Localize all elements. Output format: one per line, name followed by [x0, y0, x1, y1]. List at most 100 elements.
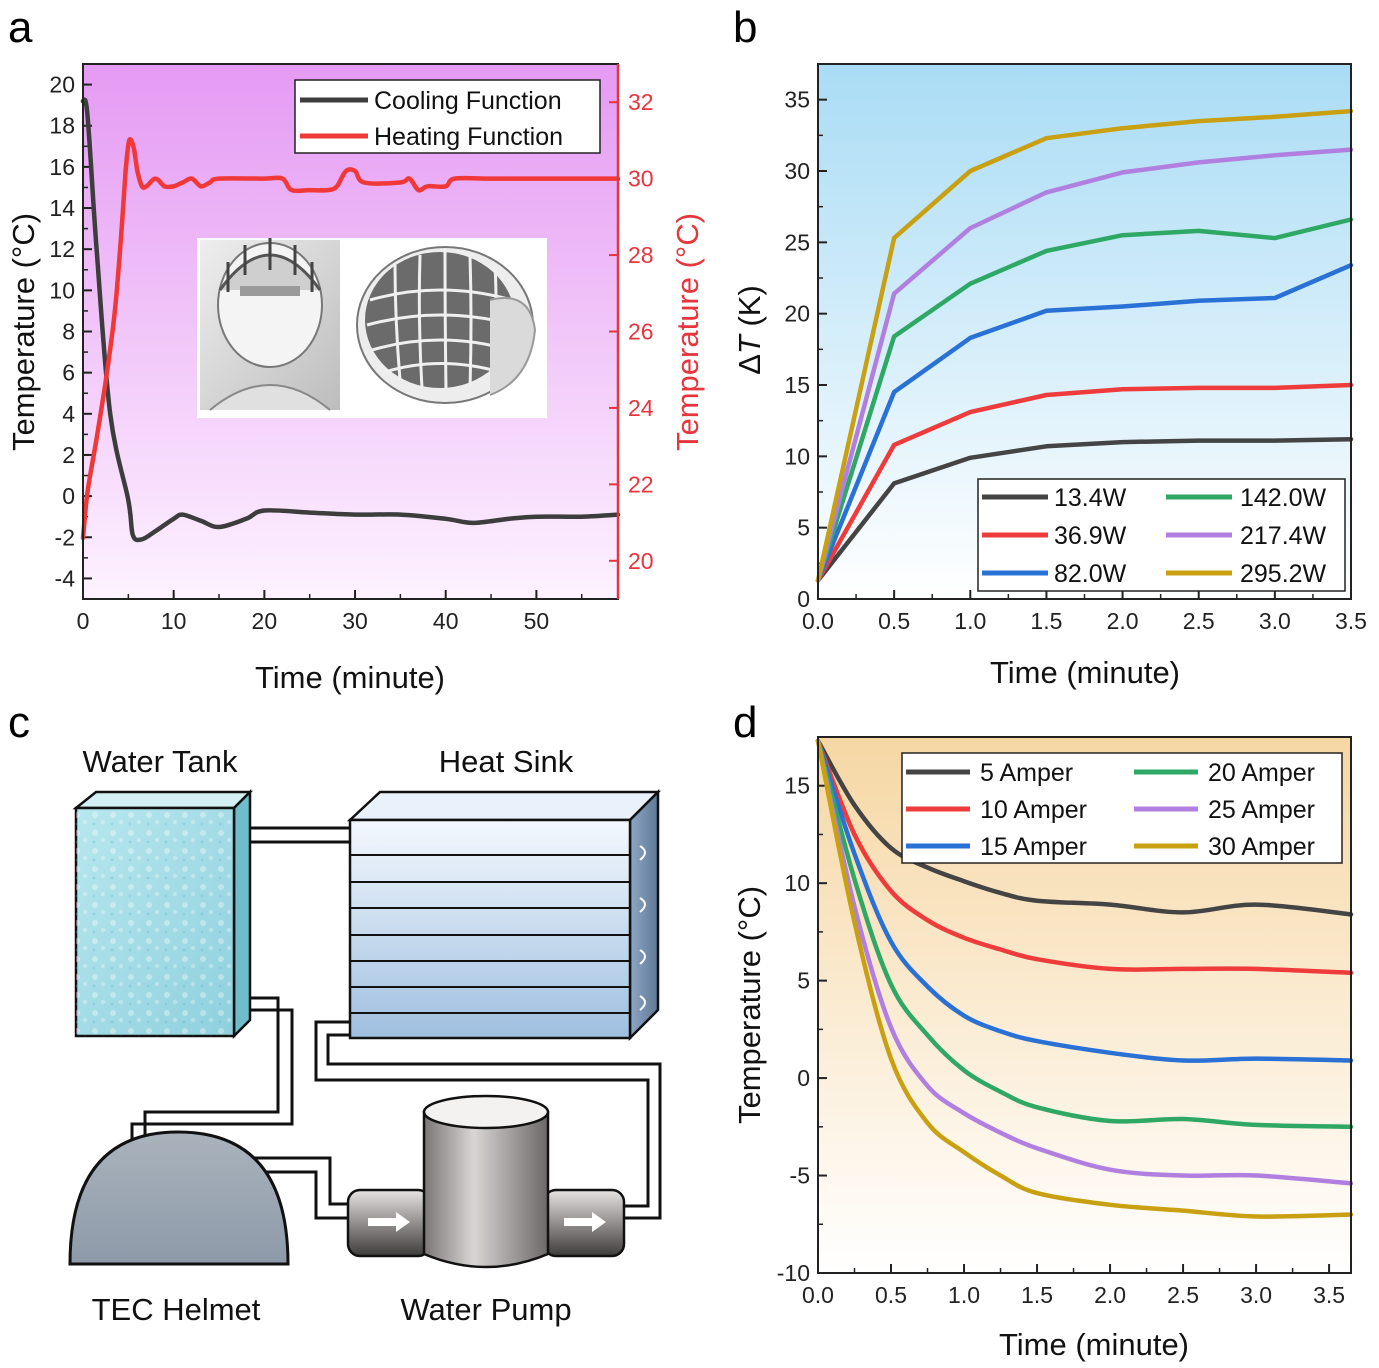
y2-tick-label-a-4: 28: [628, 242, 654, 268]
panel-letter-a: a: [8, 3, 33, 52]
panel-letter-d: d: [733, 698, 757, 747]
series-line-a-0: [80, 97, 621, 543]
x-tick-label-a-0: 0: [77, 608, 90, 634]
y-tick-label-a-5: 6: [62, 360, 75, 386]
y2-tick-label-a-0: 20: [628, 548, 654, 574]
panel-b: b 0.0 0.5 1.0 1.5 2.0 2.5 3.0 3.5 0 5 10 15 20 25 30 35…: [732, 3, 1367, 690]
legend-b-label-3: 142.0W: [1240, 484, 1327, 512]
series-line-d-2: [815, 738, 1354, 1063]
series-line-b-5: [815, 108, 1354, 583]
y-tick-label-d-1: -5: [790, 1163, 810, 1189]
x-tick-label-d-4: 2.0: [1094, 1282, 1126, 1308]
series-line-d-5: [815, 738, 1354, 1219]
x-tick-label-a-1: 10: [161, 608, 187, 634]
y-tick-label-a-1: -2: [55, 524, 75, 550]
y2-tick-label-a-3: 26: [628, 319, 654, 345]
x-tick-label-b-4: 2.0: [1107, 608, 1139, 634]
series-line-a-1: [80, 137, 621, 541]
x-tick-label-d-0: 0.0: [802, 1282, 834, 1308]
helmet-photo-inset: [197, 238, 547, 418]
x-axis-label-d: Time (minute): [999, 1327, 1189, 1362]
y-tick-label-d-3: 5: [797, 968, 810, 994]
flow-arrow-icon: [368, 1212, 606, 1232]
y-tick-label-a-4: 4: [62, 401, 75, 427]
panel-a: a 0 10 20 30 40 50-4-202468101214161820202224…: [6, 3, 705, 695]
x-axis-label-a: Time (minute): [255, 660, 445, 695]
y-tick-label-a-3: 2: [62, 442, 75, 468]
x-tick-label-d-1: 0.5: [875, 1282, 907, 1308]
y2-axis-label-a: Temperature (°C): [670, 213, 705, 451]
y-axis-label-a: Temperature (°C): [6, 213, 41, 451]
legend-b-label-0: 13.4W: [1054, 484, 1127, 512]
y-tick-label-b-0: 0: [797, 586, 810, 612]
x-tick-label-d-7: 3.5: [1313, 1282, 1345, 1308]
heat-sink-label: Heat Sink: [439, 744, 574, 779]
x-tick-label-b-7: 3.5: [1335, 608, 1367, 634]
pipes: [130, 826, 662, 1220]
y-tick-label-b-6: 30: [784, 158, 810, 184]
y-tick-label-b-1: 5: [797, 515, 810, 541]
legend-d-label-3: 20 Amper: [1208, 759, 1315, 787]
panel-d: d 0.0 0.5 1.0 1.5 2.0 2.5 3.0 3.5 -10 -5 0 5 10 15 5 …: [732, 698, 1354, 1362]
y-tick-label-a-0: -4: [55, 565, 76, 591]
heat-sink: [346, 788, 662, 1042]
x-tick-label-a-4: 40: [433, 608, 459, 634]
tec-helmet-label: TEC Helmet: [92, 1292, 261, 1327]
water-tank: [72, 788, 254, 1040]
y-axis-label-b: ΔT (K): [732, 285, 767, 375]
legend-d-label-2: 15 Amper: [980, 833, 1087, 861]
panel-c-system-diagram: c Water Tank Heat Sink TEC Helmet Water …: [8, 698, 662, 1327]
y2-tick-label-a-1: 22: [628, 471, 654, 497]
legend-d-label-1: 10 Amper: [980, 796, 1087, 824]
series-line-b-1: [815, 382, 1354, 583]
y-axis-label-b-prefix: Δ: [732, 354, 767, 375]
series-line-d-4: [815, 738, 1354, 1186]
legend-d: 5 Amper 10 Amper 15 Amper 20 Amper 25 Am…: [901, 752, 1343, 864]
legend-d-label-0: 5 Amper: [980, 759, 1073, 787]
x-tick-label-b-5: 2.5: [1183, 608, 1215, 634]
legend-b-label-5: 295.2W: [1240, 560, 1327, 588]
x-tick-label-a-5: 50: [524, 608, 550, 634]
x-tick-label-b-2: 1.0: [954, 608, 986, 634]
y-tick-label-d-5: 15: [784, 773, 810, 799]
series-line-b-4: [815, 147, 1354, 583]
y-tick-label-d-2: 0: [797, 1065, 810, 1091]
y-tick-label-a-6: 8: [62, 319, 75, 345]
series-line-d-1: [815, 738, 1354, 976]
series-line-b-3: [815, 217, 1354, 583]
tec-helmet: [68, 1130, 290, 1266]
water-pump: [346, 1094, 626, 1269]
legend-a-label-heating: Heating Function: [374, 123, 563, 151]
legend-d-label-4: 25 Amper: [1208, 796, 1315, 824]
legend-a-label-cooling: Cooling Function: [374, 87, 562, 115]
y-tick-label-a-11: 18: [49, 113, 75, 139]
x-tick-label-a-3: 30: [342, 608, 368, 634]
legend-b-label-1: 36.9W: [1054, 522, 1127, 550]
x-tick-label-b-3: 1.5: [1030, 608, 1062, 634]
y-tick-label-b-2: 10: [784, 443, 810, 469]
y-tick-label-a-8: 12: [49, 236, 75, 262]
y-tick-label-b-3: 15: [784, 372, 810, 398]
y-tick-label-a-9: 14: [49, 195, 75, 221]
legend-d-label-5: 30 Amper: [1208, 833, 1315, 861]
water-pump-label: Water Pump: [400, 1292, 571, 1327]
legend-b-label-4: 217.4W: [1240, 522, 1327, 550]
x-tick-label-d-2: 1.0: [948, 1282, 980, 1308]
y-axis-label-b-var: T: [732, 333, 767, 354]
legend-a: Cooling Function Heating Function: [294, 79, 601, 154]
y-tick-label-a-10: 16: [49, 154, 75, 180]
y-axis-label-b-unit: (K): [732, 285, 767, 335]
y-tick-label-a-2: 0: [62, 483, 75, 509]
y-tick-label-d-4: 10: [784, 870, 810, 896]
series-line-d-0: [815, 738, 1354, 917]
series-line-d-3: [815, 738, 1354, 1130]
x-axis-label-b: Time (minute): [990, 655, 1180, 690]
y-tick-label-a-7: 10: [49, 277, 75, 303]
x-tick-label-d-5: 2.5: [1167, 1282, 1199, 1308]
y2-tick-label-a-5: 30: [628, 166, 654, 192]
x-tick-label-d-6: 3.0: [1240, 1282, 1272, 1308]
series-line-b-2: [815, 262, 1354, 583]
y2-tick-label-a-2: 24: [628, 395, 654, 421]
y-tick-label-d-0: -10: [777, 1260, 810, 1286]
